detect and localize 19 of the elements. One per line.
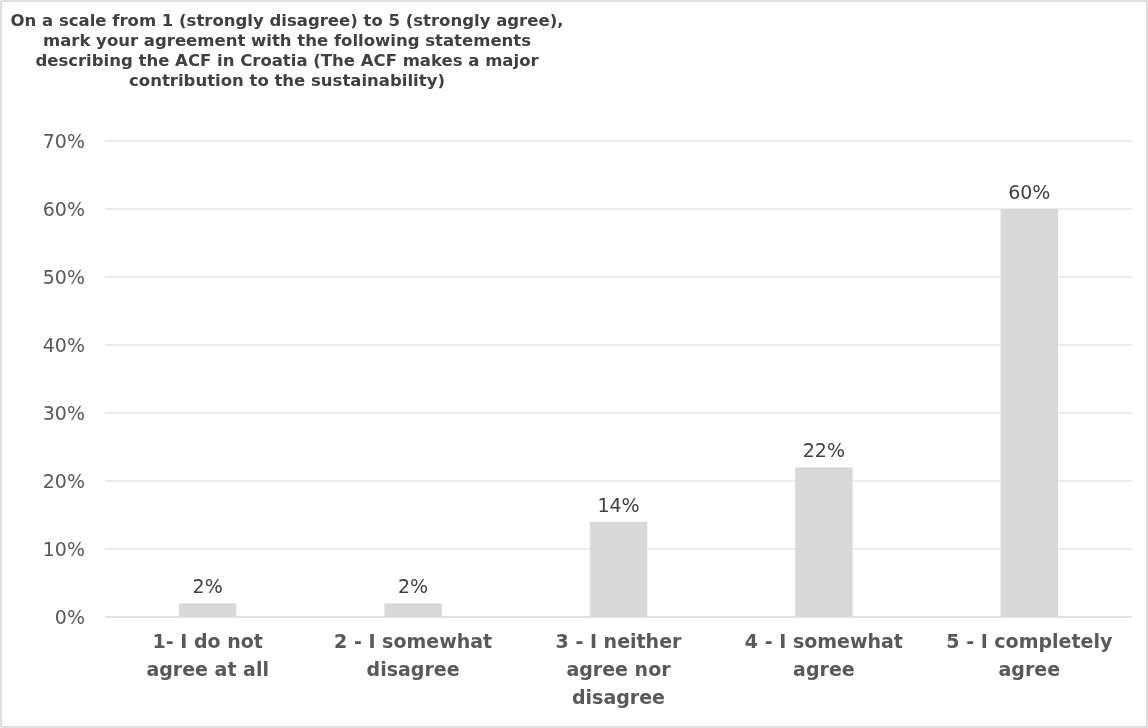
- x-tick-label: 3 - I neither agree nor disagree: [555, 630, 683, 708]
- y-tick-label: 40%: [42, 333, 85, 356]
- x-tick-label: 5 - I completely agree: [946, 630, 1113, 680]
- y-tick-label: 50%: [42, 265, 85, 288]
- y-tick-label: 0%: [54, 605, 85, 628]
- y-tick-label: 60%: [42, 197, 85, 220]
- y-tick-label: 10%: [42, 537, 85, 560]
- chart-title: On a scale from 1 (strongly disagree) to 5 (strongly agree), mark your agreement with the following statements describing the ACF in Croatia (The ACF makes a major contribution to the sustainability): [10, 11, 564, 90]
- data-label: 2%: [192, 575, 223, 598]
- data-label: 22%: [802, 439, 846, 462]
- x-tick-label: 2 - I somewhat disagree: [334, 630, 493, 680]
- y-tick-label: 20%: [42, 469, 85, 492]
- data-label: 60%: [1008, 181, 1051, 203]
- data-label: 2%: [398, 575, 429, 598]
- x-tick-label: 1- I do not agree at all: [146, 630, 269, 680]
- data-label: 14%: [597, 493, 640, 516]
- y-tick-label: 30%: [42, 401, 85, 424]
- y-tick-label: 70%: [42, 129, 85, 152]
- x-tick-label: 4 - I somewhat agree: [744, 630, 903, 680]
